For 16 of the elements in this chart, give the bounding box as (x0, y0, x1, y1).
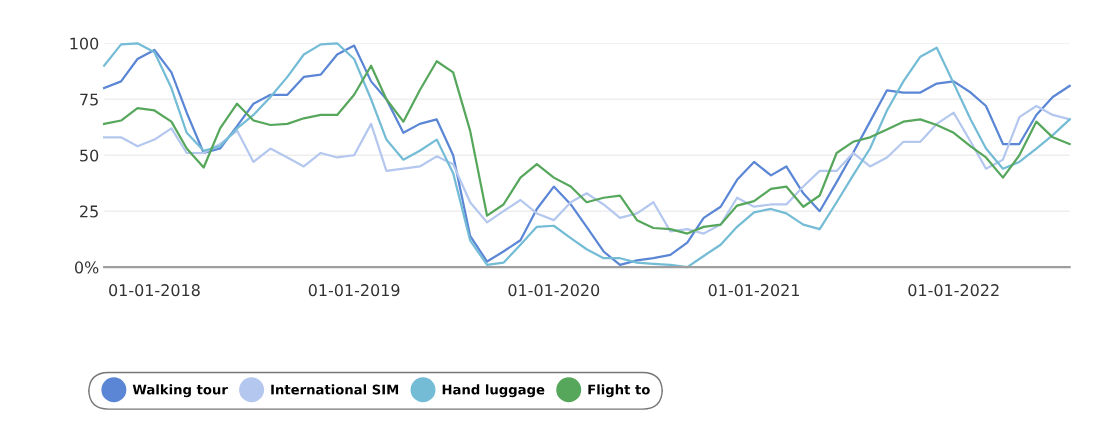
x-tick-label: 01-01-2020 (508, 284, 600, 297)
line-series (103, 104, 1071, 235)
y-tick-label: 25 (80, 205, 98, 218)
legend-label: International SIM (271, 384, 399, 395)
line-series (103, 60, 1071, 235)
legend-label: Walking tour (132, 384, 228, 398)
legend-label: Flight to (588, 384, 650, 398)
y-tick-label: 75 (80, 93, 98, 106)
legend-label: Hand luggage (442, 384, 545, 398)
y-tick-label: 50 (80, 149, 99, 162)
y-tick-label: 100 (70, 37, 99, 50)
y-tick-label: 0% (74, 261, 99, 274)
x-tick-label: 01-01-2022 (908, 284, 999, 297)
x-tick-label: 01-01-2018 (109, 284, 200, 297)
x-tick-label: 01-01-2019 (308, 284, 400, 297)
x-tick-label: 01-01-2021 (708, 284, 799, 297)
